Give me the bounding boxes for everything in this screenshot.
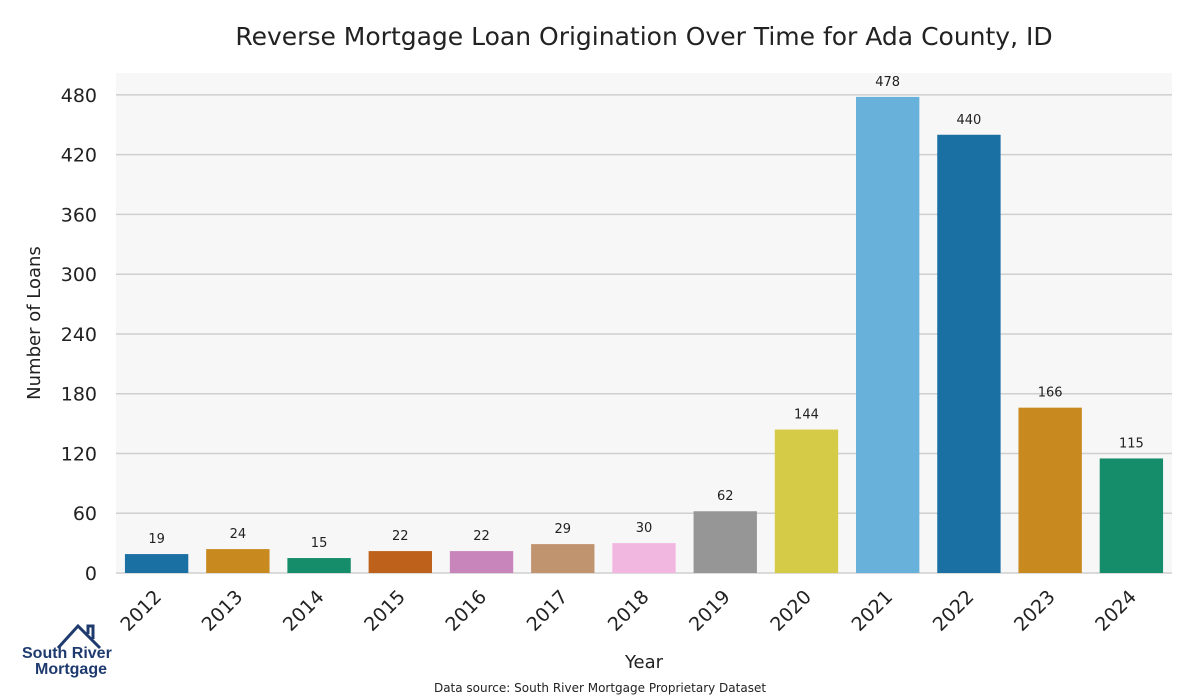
data-label: 144 <box>794 408 819 423</box>
plot-area <box>116 73 1172 573</box>
data-source-note: Data source: South River Mortgage Propri… <box>433 681 767 695</box>
x-tick-label: 2022 <box>929 586 979 636</box>
x-tick-label: 2016 <box>441 586 491 636</box>
bar <box>1018 407 1082 573</box>
bar <box>287 558 351 573</box>
y-tick-label: 480 <box>61 85 97 107</box>
bar <box>693 511 757 573</box>
x-tick-label: 2023 <box>1010 586 1060 636</box>
bar <box>937 134 1001 573</box>
data-label: 30 <box>636 521 653 536</box>
x-tick-label: 2014 <box>279 586 329 636</box>
y-tick-label: 360 <box>61 204 97 226</box>
x-tick-label: 2017 <box>523 586 573 636</box>
bar <box>774 429 839 573</box>
x-tick-label: 2018 <box>604 586 654 636</box>
data-label: 166 <box>1038 386 1063 401</box>
x-tick-label: 2020 <box>766 586 816 636</box>
bar <box>531 544 595 573</box>
y-tick-label: 60 <box>73 503 97 525</box>
data-label: 478 <box>875 75 900 90</box>
data-label: 24 <box>230 527 247 542</box>
x-axis-label: Year <box>624 652 664 673</box>
data-label: 22 <box>392 529 409 544</box>
data-label: 19 <box>148 532 165 547</box>
bar <box>124 554 189 573</box>
data-label: 115 <box>1119 436 1144 451</box>
x-tick-label: 2024 <box>1091 586 1141 636</box>
y-tick-labels: 0 60 120 180 240 300 360 420 480 <box>61 85 97 585</box>
bar <box>206 549 270 573</box>
y-tick-label: 0 <box>85 563 97 585</box>
y-tick-label: 240 <box>61 324 97 346</box>
x-tick-label: 2021 <box>847 586 897 636</box>
bar <box>368 551 432 573</box>
house-roof-icon <box>56 623 102 650</box>
y-axis-label: Number of Loans <box>24 246 45 400</box>
y-tick-label: 120 <box>61 443 97 465</box>
data-label: 22 <box>473 529 490 544</box>
chart-title: Reverse Mortgage Loan Origination Over T… <box>235 22 1053 51</box>
data-label: 15 <box>311 536 328 551</box>
data-label: 62 <box>717 489 734 504</box>
logo-text-line1: South River <box>22 645 112 662</box>
x-tick-label: 2013 <box>198 586 248 636</box>
data-labels: 19 24 15 22 22 29 30 62 144 478 440 166 115 <box>148 75 1143 551</box>
bars <box>124 96 1164 573</box>
x-tick-label: 2015 <box>360 586 410 636</box>
y-tick-label: 420 <box>61 145 97 167</box>
y-tick-label: 180 <box>61 384 97 406</box>
bar <box>612 543 676 573</box>
data-label: 29 <box>554 522 571 537</box>
y-tick-label: 300 <box>61 264 97 286</box>
x-tick-labels: 2012 2013 2014 2015 2016 2017 2018 2019 2020 2021… <box>116 586 1141 636</box>
x-tick-label: 2019 <box>685 586 735 636</box>
data-label: 440 <box>957 113 982 128</box>
logo-text-line2: Mortgage <box>35 661 107 678</box>
bar <box>856 96 920 573</box>
bar <box>1099 458 1164 573</box>
company-logo: South River Mortgage <box>18 620 118 682</box>
bar <box>449 551 514 573</box>
x-tick-label: 2012 <box>116 586 166 636</box>
